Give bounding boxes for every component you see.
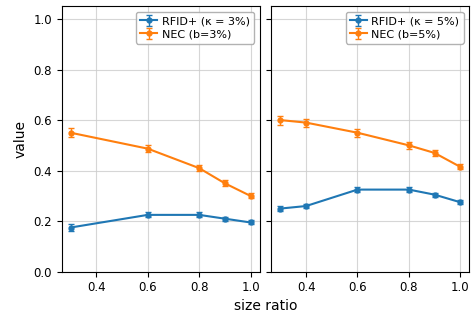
Legend: RFID+ (κ = 3%), NEC (b=3%): RFID+ (κ = 3%), NEC (b=3%) (136, 12, 254, 44)
Y-axis label: value: value (14, 120, 27, 158)
Text: size ratio: size ratio (234, 299, 297, 313)
Legend: RFID+ (κ = 5%), NEC (b=5%): RFID+ (κ = 5%), NEC (b=5%) (346, 12, 464, 44)
